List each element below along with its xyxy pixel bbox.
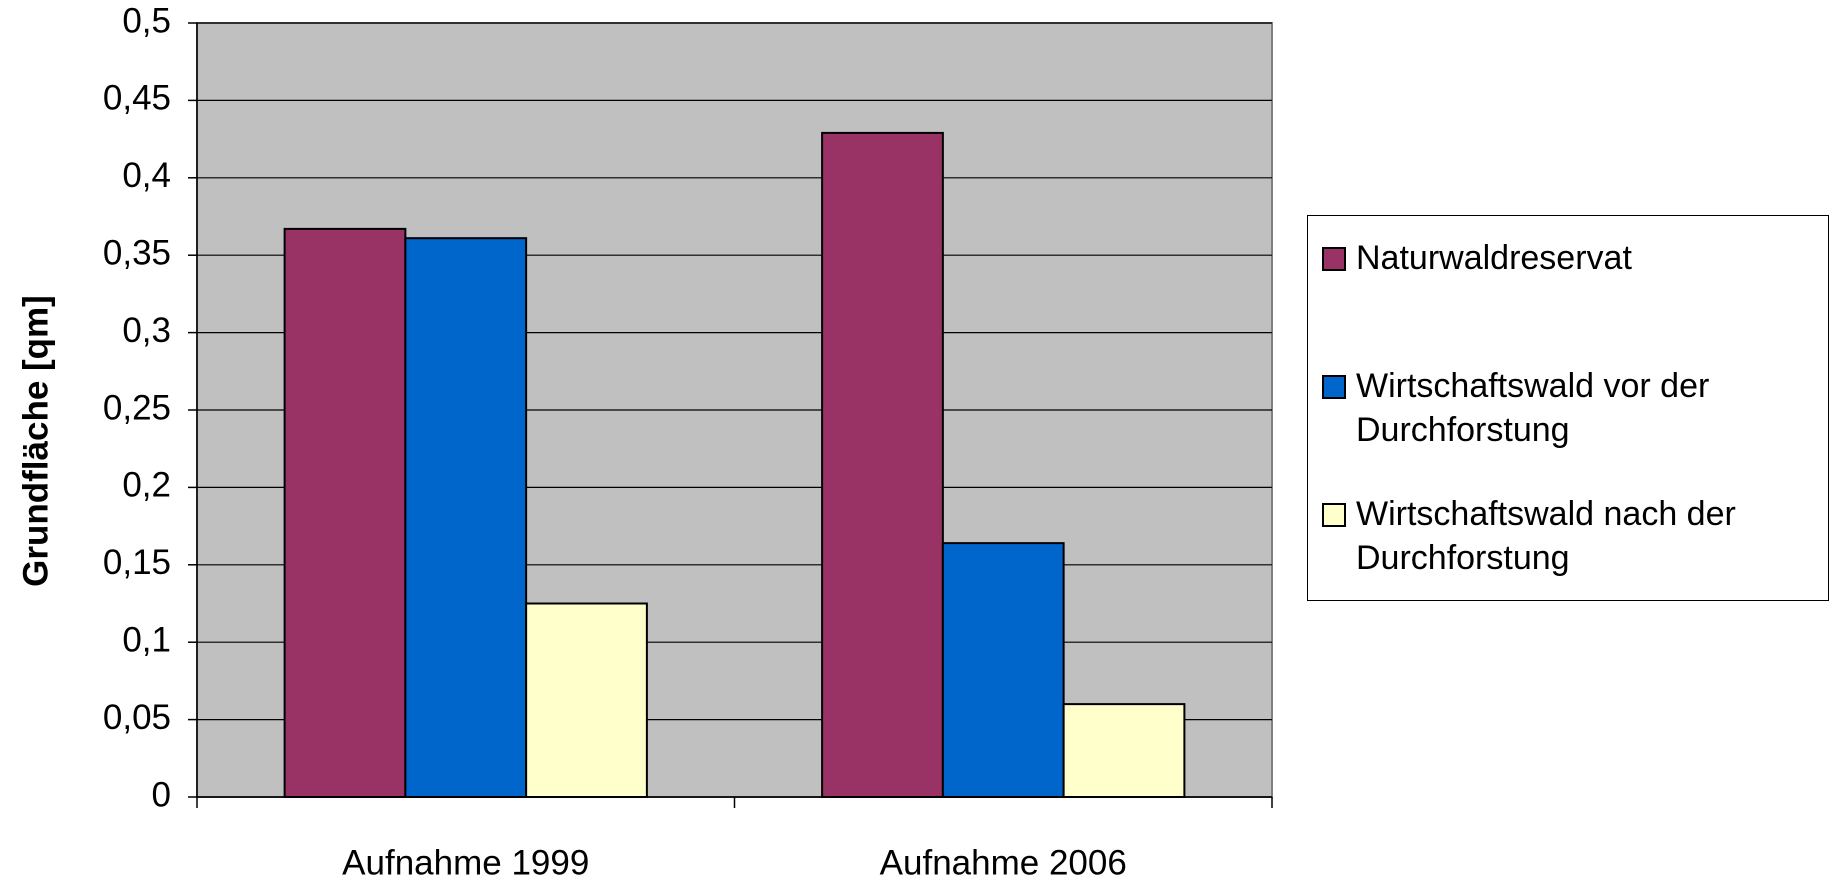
legend-swatch: [1322, 503, 1346, 527]
y-tick-label: 0,3: [122, 311, 171, 350]
legend-item: Naturwaldreservat: [1322, 236, 1822, 280]
y-tick-label: 0,45: [103, 79, 171, 118]
y-tick-label: 0,1: [122, 620, 171, 659]
bar: [404, 237, 528, 798]
bar: [283, 227, 407, 799]
legend-label: Wirtschaftswald nach der Durchforstung: [1356, 495, 1736, 577]
y-tick-label: 0,2: [122, 466, 171, 505]
y-tick-label: 0,25: [103, 388, 171, 427]
y-tick-label: 0,05: [103, 698, 171, 737]
legend-item: Wirtschaftswald vor der Durchforstung: [1322, 364, 1822, 452]
legend-label: Wirtschaftswald vor der Durchforstung: [1356, 367, 1710, 449]
bar: [941, 542, 1065, 798]
bar: [821, 131, 944, 798]
y-axis-title: Grundfläche [qm]: [16, 295, 55, 587]
legend-swatch: [1322, 375, 1346, 399]
y-tick-label: 0,5: [122, 1, 171, 40]
bar: [525, 602, 648, 798]
y-tick-label: 0,15: [103, 543, 171, 582]
legend-label: Naturwaldreservat: [1356, 239, 1632, 277]
legend-swatch: [1322, 247, 1346, 271]
legend: Naturwaldreservat Wirtschaftswald vor der…: [1307, 215, 1829, 601]
y-tick-label: 0: [152, 775, 171, 814]
x-tick-label: Aufnahme 1999: [342, 843, 589, 882]
bar: [1062, 703, 1186, 798]
y-tick-label: 0,4: [122, 156, 171, 195]
legend-item: Wirtschaftswald nach der Durchforstung: [1322, 492, 1822, 580]
x-tick-label: Aufnahme 2006: [880, 843, 1127, 882]
y-tick-label: 0,35: [103, 233, 171, 272]
